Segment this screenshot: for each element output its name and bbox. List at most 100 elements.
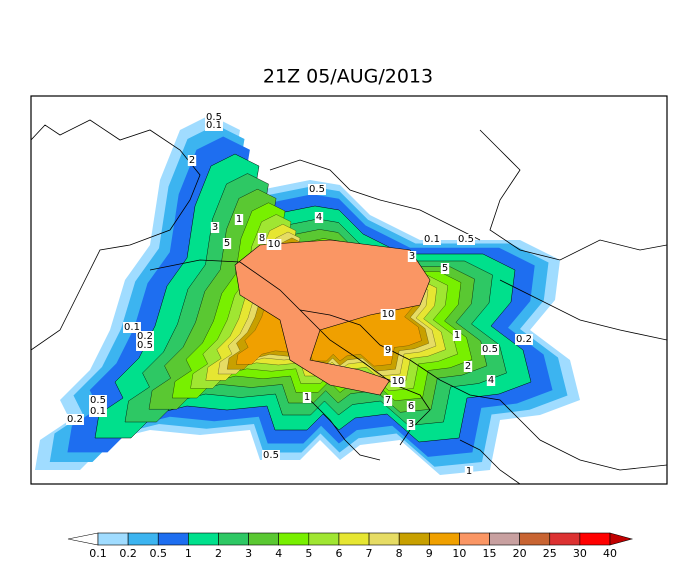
label-background (457, 234, 475, 245)
colorbar-low-triangle (67, 532, 99, 546)
colorbar-label: 8 (396, 547, 403, 560)
label-background (406, 419, 416, 430)
contour-label: 0.5 (458, 234, 474, 245)
colorbar-label: 0.1 (89, 547, 107, 560)
label-background (423, 234, 441, 245)
label-background (89, 395, 107, 406)
contour-label: 0.1 (206, 120, 222, 131)
colorbar-label: 15 (483, 547, 497, 560)
contour-label: 7 (385, 395, 391, 406)
contour-label: 0.2 (67, 414, 83, 425)
contour-label: 0.1 (424, 234, 440, 245)
label-background (486, 375, 496, 386)
contour-label: 0.5 (137, 340, 153, 351)
contour-label: 3 (212, 222, 218, 233)
contour-label: 0.1 (90, 406, 106, 417)
colorbar-label: 6 (335, 547, 342, 560)
colorbar-label: 0.2 (119, 547, 137, 560)
contour-label: 0.5 (309, 184, 325, 195)
label-background (257, 233, 267, 244)
label-background (66, 414, 84, 425)
label-background (266, 239, 282, 250)
contour-label: 10 (382, 309, 395, 320)
colorbar-label: 7 (366, 547, 373, 560)
label-background (308, 184, 326, 195)
label-background (222, 238, 232, 249)
colorbar-label: 0.5 (149, 547, 167, 560)
colorbar-label: 25 (543, 547, 557, 560)
colorbar-label: 2 (215, 547, 222, 560)
contour-label: 6 (408, 401, 414, 412)
colorbar-box (549, 532, 581, 546)
colorbar-label: 3 (245, 547, 252, 560)
colorbar-label: 1 (185, 547, 192, 560)
label-background (314, 212, 324, 223)
label-background (406, 401, 416, 412)
contour-label: 1 (236, 214, 242, 225)
contour-label: 2 (465, 361, 471, 372)
colorbar-label: 20 (513, 547, 527, 560)
colorbar-box (278, 532, 310, 546)
map-title: 21Z 05/AUG/2013 (263, 66, 433, 88)
label-background (481, 344, 499, 355)
contour-label: 5 (442, 263, 448, 274)
contour-label: 0.1 (124, 322, 140, 333)
contour-label: 0.5 (482, 344, 498, 355)
contour-labels: 0.5 0.1 2 1 0.5 4 3 5 8 10 0.1 0.5 3 5 1… (66, 112, 533, 477)
label-background (187, 155, 197, 166)
label-background (383, 345, 393, 356)
label-background (234, 214, 244, 225)
contour-label: 2 (189, 155, 195, 166)
colorbar-box (459, 532, 490, 546)
contour-label: 4 (488, 375, 494, 386)
colorbar-box (188, 532, 219, 546)
label-background (210, 222, 220, 233)
label-background (205, 112, 223, 123)
colorbar-box (218, 532, 249, 546)
label-background (123, 322, 141, 333)
colorbar-box (157, 532, 189, 546)
contour-label: 10 (268, 239, 281, 250)
contour-label: 1 (454, 330, 460, 341)
colorbar-box (368, 532, 400, 546)
contour-label: 3 (409, 251, 415, 262)
colorbar-box (519, 532, 551, 546)
label-background (464, 466, 474, 477)
label-background (452, 330, 462, 341)
contour-label: 9 (385, 345, 391, 356)
colorbar-box (338, 532, 370, 546)
contour-label: 3 (408, 419, 414, 430)
fill-area (234, 239, 431, 396)
colorbar-box (398, 532, 430, 546)
label-background (383, 395, 393, 406)
label-background (515, 334, 533, 345)
colorbar-high-triangle (609, 532, 634, 546)
label-background (302, 392, 312, 403)
colorbar-label: 4 (275, 547, 282, 560)
colorbar-box (308, 532, 340, 546)
contour-label: 0.5 (263, 450, 279, 461)
label-background (440, 263, 450, 274)
coastlines (31, 119, 667, 484)
colorbar-label: 9 (426, 547, 433, 560)
contour-label: 0.5 (206, 112, 222, 123)
label-background (89, 406, 107, 417)
contour-label: 4 (316, 212, 322, 223)
label-background (136, 340, 154, 351)
map-frame (30, 95, 668, 485)
precip-fills (35, 115, 580, 475)
contour-label: 1 (466, 466, 472, 477)
contour-label: 5 (224, 238, 230, 249)
label-background (380, 309, 396, 320)
label-background (205, 120, 223, 131)
colorbar: 0.1 0.2 0.5 1 2 3 4 5 6 7 8 9 10 15 20 25 30 40 (67, 532, 634, 560)
contour-label: 1 (304, 392, 310, 403)
colorbar-box (248, 532, 280, 546)
contour-label: 0.5 (90, 395, 106, 406)
contour-label: 0.2 (137, 331, 153, 342)
label-background (463, 361, 473, 372)
colorbar-label: 10 (452, 547, 466, 560)
map-area (31, 96, 667, 484)
